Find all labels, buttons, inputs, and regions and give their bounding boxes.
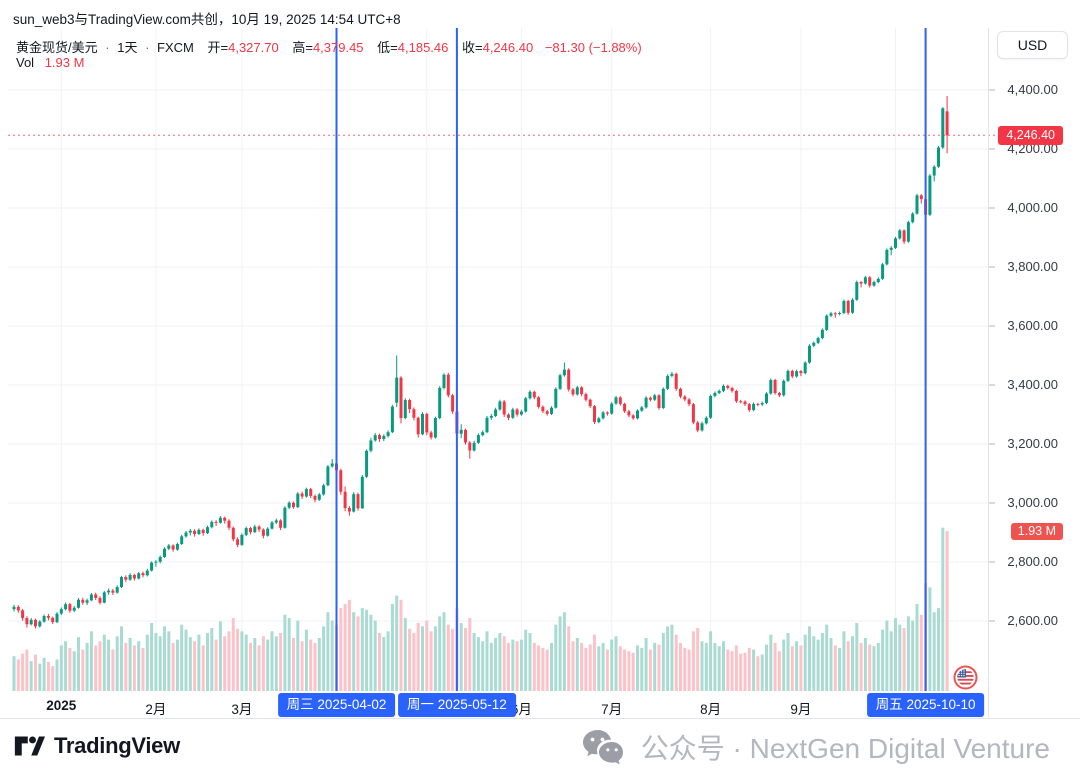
tradingview-logo-text: TradingView <box>54 733 180 758</box>
ohlc-low: 低=4,185.46 <box>377 40 449 55</box>
ohlc-close: 收=4,246.40 <box>462 40 534 55</box>
footer-separator <box>0 718 1080 719</box>
event-date-badge: 周一 2025-05-12 <box>397 693 516 717</box>
price-tick-label: 3,200.00 <box>1007 436 1058 451</box>
ohlc-high: 高=4,379.45 <box>292 40 364 55</box>
price-tick-label: 4,400.00 <box>1007 82 1058 97</box>
currency-button[interactable]: USD <box>997 31 1068 59</box>
volume-label: Vol <box>16 55 35 70</box>
price-axis[interactable]: 4,400.00 4,200.00 4,000.00 3,800.00 3,600.00… <box>988 28 1080 691</box>
event-date-badge: 周五 2025-10-10 <box>866 693 985 717</box>
symbol-title[interactable]: 黄金现货/美元 <box>16 40 98 55</box>
symbol-legend: 黄金现货/美元 · 1天 · FXCM 开=4,327.70 高=4,379.4… <box>16 37 642 56</box>
wechat-icon <box>582 730 623 765</box>
ohlc-open: 开=4,327.70 <box>207 40 279 55</box>
price-tick-label: 2,800.00 <box>1007 554 1058 569</box>
volume-value: 1.93 M <box>44 55 85 70</box>
symbol-interval[interactable]: 1天 <box>117 40 138 55</box>
time-axis-label: 2月 <box>145 702 167 717</box>
footer: TradingView 公众号 · NextGen Digital Ventur… <box>0 719 1080 782</box>
tradingview-logo[interactable]: TradingView <box>14 733 180 759</box>
time-axis-label: 7月 <box>601 702 623 717</box>
legend-separator: · <box>145 40 150 55</box>
last-price-badge: 4,246.40 <box>998 125 1063 145</box>
symbol-exchange: FXCM <box>157 40 194 55</box>
price-tick-label: 4,000.00 <box>1007 200 1058 215</box>
time-axis-label: 8月 <box>700 702 722 717</box>
price-tick-label: 3,800.00 <box>1007 259 1058 274</box>
time-axis-label: 3月 <box>231 702 253 717</box>
price-tick-label: 3,600.00 <box>1007 318 1058 333</box>
time-axis-label: 2025 <box>46 698 77 713</box>
price-change: −81.30 (−1.88%) <box>544 40 642 55</box>
volume-legend: Vol 1.93 M <box>16 55 84 70</box>
axis-separator-vertical <box>988 28 989 719</box>
tradingview-logo-icon <box>14 736 45 756</box>
event-date-badge: 周三 2025-04-02 <box>277 693 396 717</box>
legend-separator: · <box>105 40 110 55</box>
price-tick-label: 2,600.00 <box>1007 613 1058 628</box>
us-economic-event-icon[interactable] <box>953 665 978 690</box>
price-tick-label: 3,000.00 <box>1007 495 1058 510</box>
time-axis-label: 6月 <box>510 702 532 717</box>
last-volume-badge: 1.93 M <box>1010 523 1063 540</box>
wechat-account-text: 公众号 · NextGen Digital Venture <box>640 733 1050 764</box>
wechat-attribution: 公众号 · NextGen Digital Venture <box>581 727 1050 767</box>
price-tick-label: 3,400.00 <box>1007 377 1058 392</box>
attribution-timestamp: sun_web3与TradingView.com共创，10月 19, 2025 … <box>13 12 401 27</box>
time-axis-label: 9月 <box>790 702 812 717</box>
